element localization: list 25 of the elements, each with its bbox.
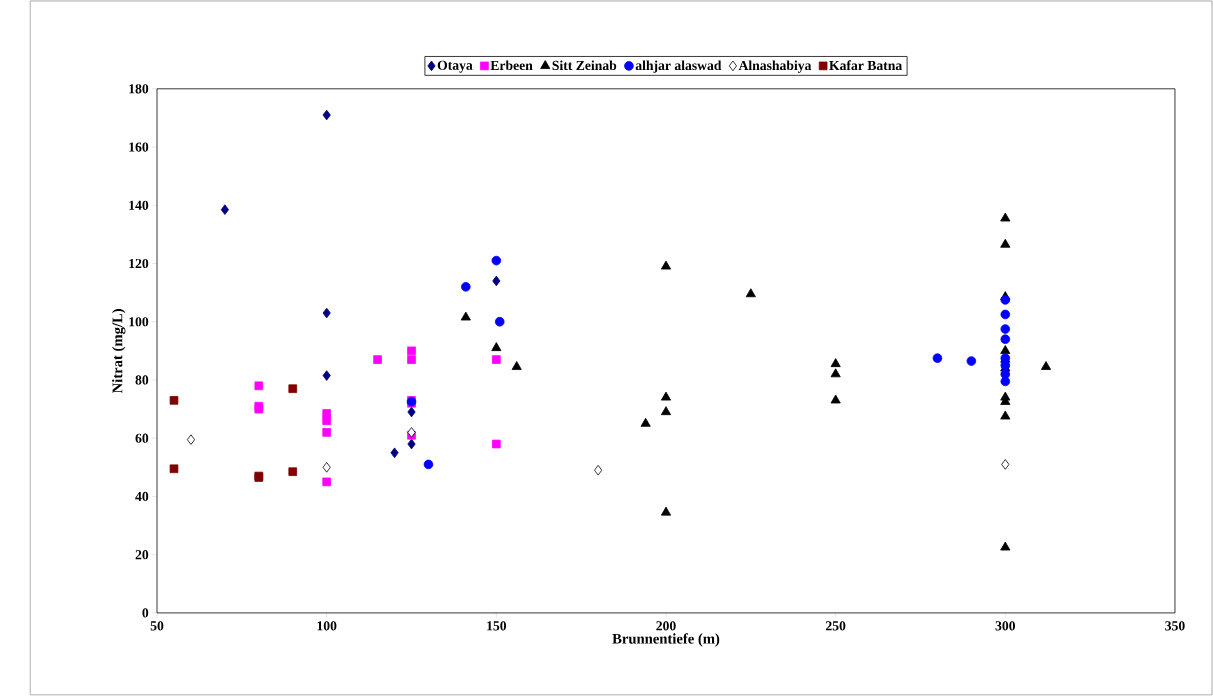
legend-label: Erbeen <box>490 60 533 71</box>
x-tick-label: 350 <box>1165 621 1185 631</box>
legend-label: alhjar alaswad <box>635 60 722 73</box>
y-tick-label: 0 <box>142 608 149 618</box>
y-tick-label: 160 <box>129 142 149 152</box>
legend-label: Otaya <box>437 60 473 73</box>
y-tick-label: 80 <box>135 375 149 385</box>
y-tick-label: 20 <box>135 550 149 560</box>
y-tick-label: 100 <box>129 317 149 327</box>
x-tick-label: 250 <box>825 621 846 631</box>
x-tick-label: 300 <box>995 621 1016 631</box>
x-tick-label: 50 <box>150 621 164 631</box>
y-tick-label: 140 <box>129 200 149 210</box>
legend-label: Alnashabiya <box>738 60 812 73</box>
x-axis-title: Brunnentiefe (m) <box>612 633 720 647</box>
y-axis-title: Nitrat (mg/L) <box>112 309 126 394</box>
y-tick-label: 60 <box>135 433 149 443</box>
x-tick-label: 150 <box>487 621 507 631</box>
y-tick-label: 180 <box>129 84 149 94</box>
x-tick-label: 100 <box>317 621 337 631</box>
y-tick-label: 120 <box>129 258 149 269</box>
legend-label: Kafar Batna <box>829 60 902 71</box>
y-tick-label: 40 <box>135 491 149 502</box>
x-tick-label: 200 <box>656 621 676 631</box>
legend-label: Sitt Zeinab <box>552 60 617 71</box>
